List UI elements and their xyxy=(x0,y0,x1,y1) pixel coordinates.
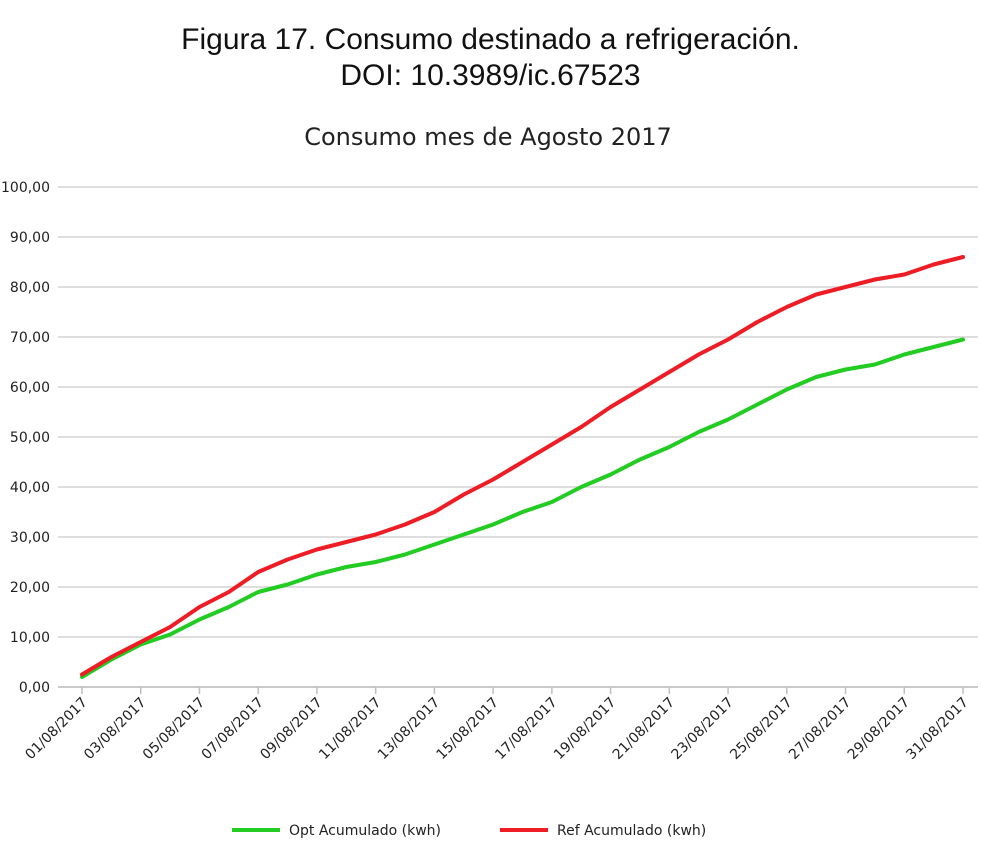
y-tick-label: 10,00 xyxy=(10,630,50,646)
x-tick-label: 07/08/2017 xyxy=(199,695,267,763)
legend-label: Ref Acumulado (kwh) xyxy=(557,823,706,839)
y-tick-label: 40,00 xyxy=(10,480,50,496)
y-tick-label: 20,00 xyxy=(10,580,50,596)
x-tick-label: 23/08/2017 xyxy=(669,695,737,763)
y-tick-label: 60,00 xyxy=(10,380,50,396)
y-tick-label: 0,00 xyxy=(19,680,50,696)
caption-line-1: Figura 17. Consumo destinado a refrigera… xyxy=(181,23,800,56)
x-tick-label: 11/08/2017 xyxy=(316,695,384,763)
x-tick-label: 25/08/2017 xyxy=(727,695,795,763)
chart-title: Consumo mes de Agosto 2017 xyxy=(304,123,672,151)
y-tick-label: 30,00 xyxy=(10,530,50,546)
series-line xyxy=(80,337,965,679)
x-tick-label: 01/08/2017 xyxy=(22,695,90,763)
x-tick-label: 31/08/2017 xyxy=(903,695,971,763)
legend-label: Opt Acumulado (kwh) xyxy=(289,823,441,839)
x-tick-label: 29/08/2017 xyxy=(845,695,913,763)
x-tick-label: 17/08/2017 xyxy=(492,695,560,763)
x-tick-label: 13/08/2017 xyxy=(375,695,443,763)
y-axis-ticks: 0,00 10,00 20,00 30,00 40,00 50,00 60,00 70,00 8… xyxy=(1,180,50,696)
x-tick-label: 19/08/2017 xyxy=(551,695,619,763)
x-tick-label: 09/08/2017 xyxy=(257,695,325,763)
legend: Opt Acumulado (kwh) Ref Acumulado (kwh) xyxy=(232,823,706,839)
series-line xyxy=(80,255,965,677)
figure-caption: Figura 17. Consumo destinado a refrigera… xyxy=(0,22,981,94)
x-tick-label: 05/08/2017 xyxy=(140,695,208,763)
x-tick-label: 27/08/2017 xyxy=(786,695,854,763)
y-tick-label: 70,00 xyxy=(10,330,50,346)
x-tick-label: 03/08/2017 xyxy=(81,695,149,763)
caption-line-2: DOI: 10.3989/ic.67523 xyxy=(340,59,641,92)
y-tick-label: 80,00 xyxy=(10,280,50,296)
series-layer xyxy=(80,255,965,679)
x-axis-ticks: 01/08/201703/08/201705/08/201707/08/2017… xyxy=(22,687,972,763)
y-tick-label: 100,00 xyxy=(1,180,50,196)
y-tick-label: 50,00 xyxy=(10,430,50,446)
x-tick-label: 21/08/2017 xyxy=(610,695,678,763)
grid-layer xyxy=(58,186,978,688)
y-tick-label: 90,00 xyxy=(10,230,50,246)
x-tick-label: 15/08/2017 xyxy=(434,695,502,763)
